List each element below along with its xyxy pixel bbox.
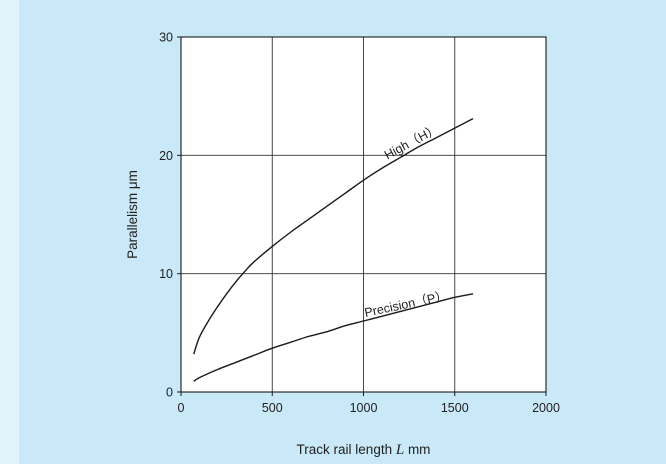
x-tick-label-0: 0 [178,401,185,415]
y-tick-label-3: 30 [159,31,173,45]
x-tick-label-2: 1000 [350,401,378,415]
x-axis-title-variable: L [395,442,404,458]
x-axis-title: Track rail length L mm [297,442,431,458]
series-group [193,118,474,382]
x-axis-title-unit: mm [404,442,430,457]
y-tick-label-1: 10 [159,267,173,281]
y-tick-label-2: 20 [159,149,173,163]
series-line-high [193,118,474,355]
x-tick-label-3: 1500 [441,401,469,415]
axes [177,36,547,396]
tick-labels: 0 500 1000 1500 2000 0 10 20 30 [159,31,560,416]
x-axis-title-main: Track rail length [297,442,396,457]
series-line-precision [193,293,474,382]
parallelism-chart: 0 500 1000 1500 2000 0 10 20 30 Track rail lengt… [125,31,560,459]
y-axis-title: Parallelism μm [125,170,140,259]
x-tick-label-4: 2000 [532,401,560,415]
chart-panel: 0 500 1000 1500 2000 0 10 20 30 Track rail lengt… [19,0,666,464]
x-tick-label-1: 500 [262,401,283,415]
y-tick-label-0: 0 [166,386,173,400]
